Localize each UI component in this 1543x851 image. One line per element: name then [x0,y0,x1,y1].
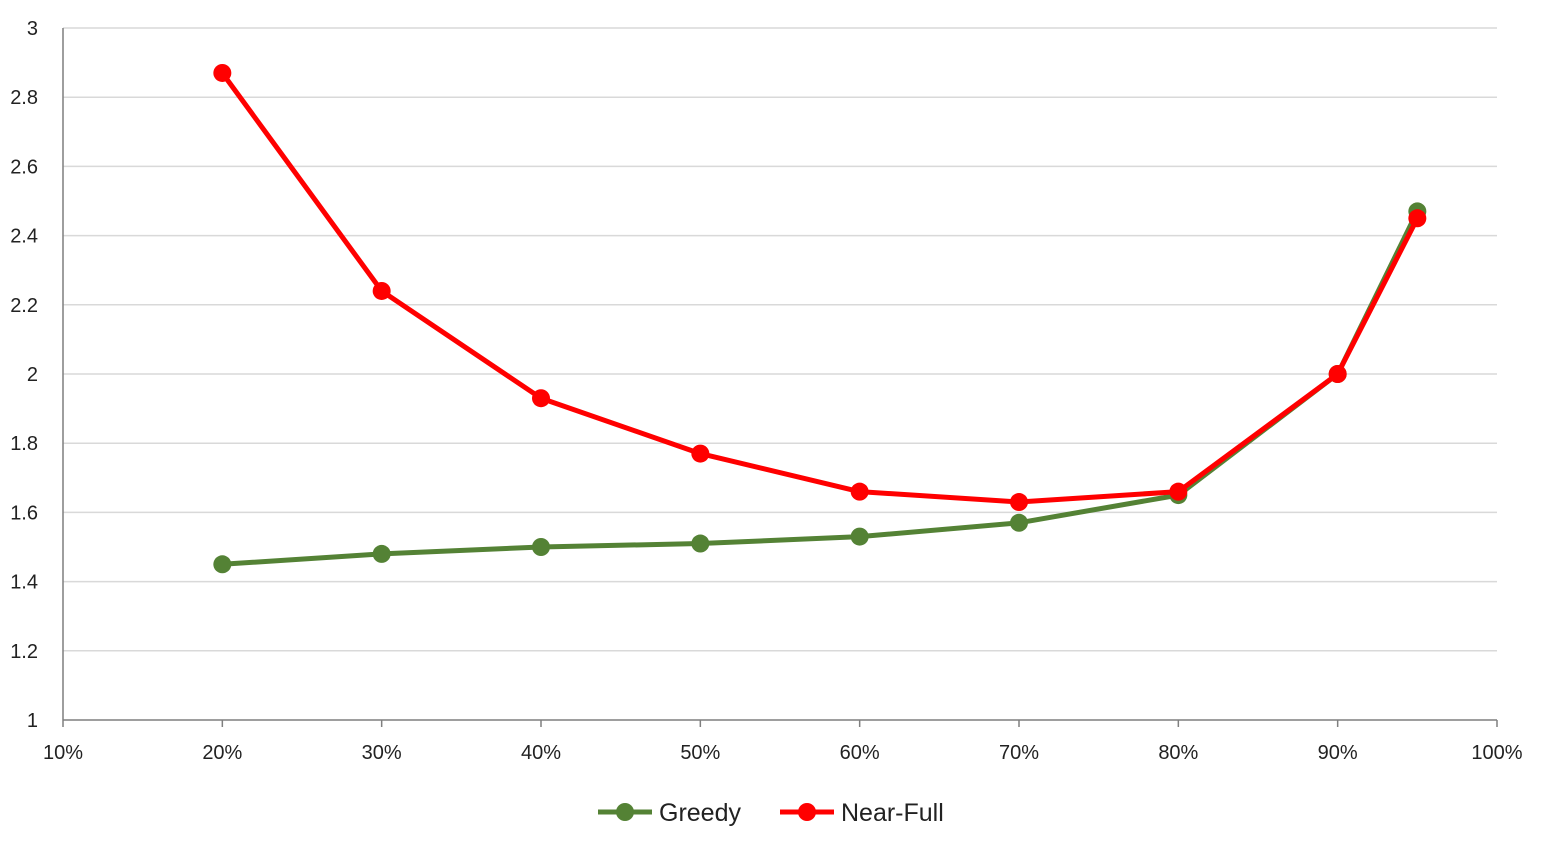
x-tick-label: 90% [1318,742,1358,764]
data-point-near-full [1328,365,1347,383]
data-point-near-full [1408,209,1427,228]
y-tick-label: 2.2 [10,295,38,317]
y-tick-label: 1.4 [10,572,38,594]
x-tick-label: 100% [1471,742,1522,764]
data-point-greedy [532,538,550,556]
y-tick-label: 1.2 [10,641,38,663]
x-tick-label: 20% [202,742,242,764]
data-point-near-full [850,482,869,501]
legend-label: Near-Full [841,799,944,827]
x-tick-label: 60% [840,742,880,764]
data-series [213,63,1427,574]
y-tick-label: 2 [27,364,38,386]
x-tick-label: 30% [362,742,402,764]
y-tick-label: 1.6 [10,502,38,524]
legend-item-greedy: Greedy [598,799,741,827]
data-point-near-full [532,389,550,408]
series-near-full [213,63,1427,512]
y-tick-label: 2.8 [10,87,38,109]
data-point-near-full [1010,493,1028,512]
series-line-near-full [219,70,1420,505]
y-tick-label: 2.4 [10,226,38,248]
legend-item-near-full: Near-Full [780,799,944,827]
series-line-greedy [219,208,1420,567]
data-point-greedy [213,555,232,574]
gridlines [63,27,1497,652]
y-tick-label: 2.6 [10,156,38,178]
data-point-greedy [372,544,391,563]
data-point-near-full [372,281,391,300]
x-tick-label: 40% [521,742,561,764]
x-tick-label: 10% [43,742,83,764]
data-point-near-full [691,444,710,463]
data-point-greedy [691,534,710,553]
x-axis-tick-labels: 10% 20% 30% 40% 50% 60% 70% 80% 90% 100% [43,742,1523,764]
axes [62,28,1498,727]
series-greedy [213,202,1427,574]
legend: Greedy Near-Full [598,799,944,827]
y-tick-label: 3 [27,18,38,40]
y-tick-label: 1 [27,710,38,732]
data-point-greedy [850,527,869,546]
data-point-near-full [1169,482,1188,501]
x-tick-label: 80% [1158,742,1198,764]
data-point-near-full [213,63,232,82]
legend-swatch-marker [798,803,816,821]
x-tick-label: 70% [999,742,1039,764]
y-tick-label: 1.8 [10,433,38,455]
y-axis-tick-labels: 1 1.2 1.4 1.6 1.8 2 2.2 2.4 2.6 2.8 3 [10,18,38,732]
x-tick-label: 50% [680,742,720,764]
legend-swatch-marker [616,803,634,821]
data-point-greedy [1010,513,1028,532]
legend-label: Greedy [659,799,741,827]
